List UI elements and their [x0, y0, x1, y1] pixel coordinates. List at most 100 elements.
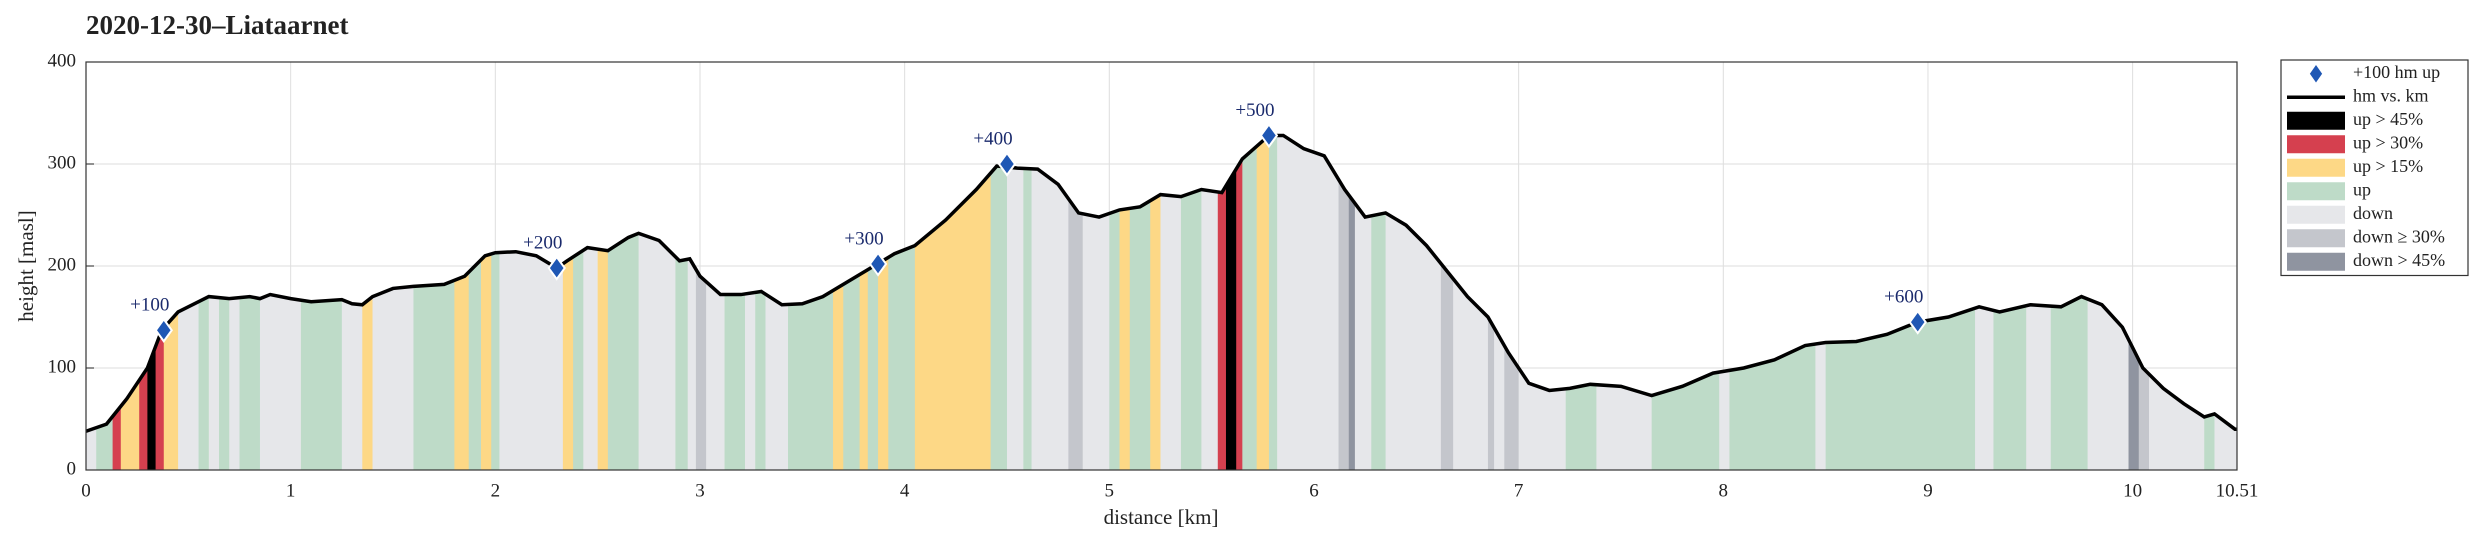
band [1225, 135, 1237, 470]
legend-label: up > 45% [2353, 109, 2423, 129]
legend-swatch [2287, 182, 2345, 201]
band [687, 135, 697, 470]
band [1268, 135, 1278, 470]
band [480, 135, 492, 470]
band [607, 135, 640, 470]
legend-swatch [2287, 205, 2345, 224]
band [1256, 135, 1270, 470]
band [1109, 135, 1121, 470]
legend-label: down > 45% [2353, 250, 2445, 270]
x-tick-label: 2 [491, 480, 501, 501]
x-tick-label: 6 [1309, 480, 1319, 501]
x-tick-label: 9 [1923, 480, 1933, 501]
marker [868, 251, 888, 277]
legend-swatch [2287, 252, 2345, 271]
band [229, 135, 240, 470]
band [219, 135, 230, 470]
band [1023, 135, 1033, 470]
legend-swatch [2287, 229, 2345, 248]
marker-label: +300 [844, 228, 883, 249]
y-tick-label: 300 [48, 152, 77, 173]
band [1150, 135, 1161, 470]
x-tick-label: 10.51 [2216, 480, 2259, 501]
band [1006, 135, 1024, 470]
band [1180, 135, 1202, 470]
marker [1259, 122, 1279, 149]
x-tick-label: 10 [2123, 480, 2142, 501]
y-tick-label: 400 [48, 50, 77, 71]
legend-label: hm vs. km [2353, 85, 2429, 105]
band [1031, 135, 1069, 470]
band [562, 135, 574, 470]
band [1277, 135, 1340, 470]
band [745, 135, 756, 470]
x-tick-label: 7 [1514, 480, 1524, 501]
legend-label: up > 30% [2353, 132, 2423, 152]
band [1385, 135, 1442, 470]
x-tick-label: 4 [900, 480, 910, 501]
x-axis-label: distance [km] [1104, 505, 1219, 529]
marker [547, 255, 566, 281]
band [1242, 135, 1258, 470]
y-axis-label: height [masl] [14, 210, 38, 321]
band [695, 135, 707, 470]
y-tick-label: 0 [67, 458, 77, 479]
band [755, 135, 766, 470]
band [638, 135, 676, 470]
band [1236, 135, 1243, 470]
legend-label: up [2353, 179, 2371, 199]
band [198, 135, 210, 470]
x-tick-label: 8 [1719, 480, 1729, 501]
legend-swatch [2287, 158, 2345, 177]
band [1068, 135, 1084, 470]
x-tick-label: 0 [81, 480, 91, 501]
band [914, 135, 992, 470]
band [675, 135, 689, 470]
marker-label: +500 [1235, 100, 1274, 121]
band [1119, 135, 1131, 470]
band [362, 135, 374, 470]
band [859, 135, 869, 470]
band [1129, 135, 1151, 470]
band [583, 135, 599, 470]
band [1082, 135, 1110, 470]
marker [997, 151, 1017, 177]
band [990, 135, 1008, 470]
band [888, 135, 916, 470]
chart-title: 2020-12-30–Liataarnet [86, 10, 348, 40]
y-tick-label: 100 [48, 356, 77, 377]
band [1201, 135, 1219, 470]
legend-label: up > 15% [2353, 156, 2423, 176]
x-tick-label: 3 [695, 480, 705, 501]
marker-label: +200 [523, 232, 562, 253]
band [1338, 135, 1350, 470]
x-tick-label: 1 [286, 480, 296, 501]
legend-label: down [2353, 203, 2393, 223]
band [208, 135, 220, 470]
marker-label: +400 [973, 128, 1012, 149]
band [1348, 135, 1356, 470]
band [867, 135, 879, 470]
y-tick-label: 200 [48, 254, 77, 275]
profile-line [85, 133, 2237, 433]
band [1371, 135, 1387, 470]
legend-label: +100 hm up [2353, 62, 2440, 82]
legend-swatch [2287, 135, 2345, 154]
marker [154, 317, 174, 343]
legend-swatch [2287, 111, 2345, 130]
band [573, 135, 584, 470]
band [833, 135, 844, 470]
marker-label: +600 [1884, 286, 1923, 307]
legend-label: down ≥ 30% [2353, 226, 2445, 246]
band [878, 135, 889, 470]
marker-label: +100 [130, 295, 169, 316]
band [1217, 135, 1227, 470]
band [1160, 135, 1182, 470]
plot-frame [85, 61, 2238, 471]
band [597, 135, 609, 470]
x-tick-label: 5 [1105, 480, 1115, 501]
band [491, 135, 500, 470]
marker [1908, 309, 1927, 335]
